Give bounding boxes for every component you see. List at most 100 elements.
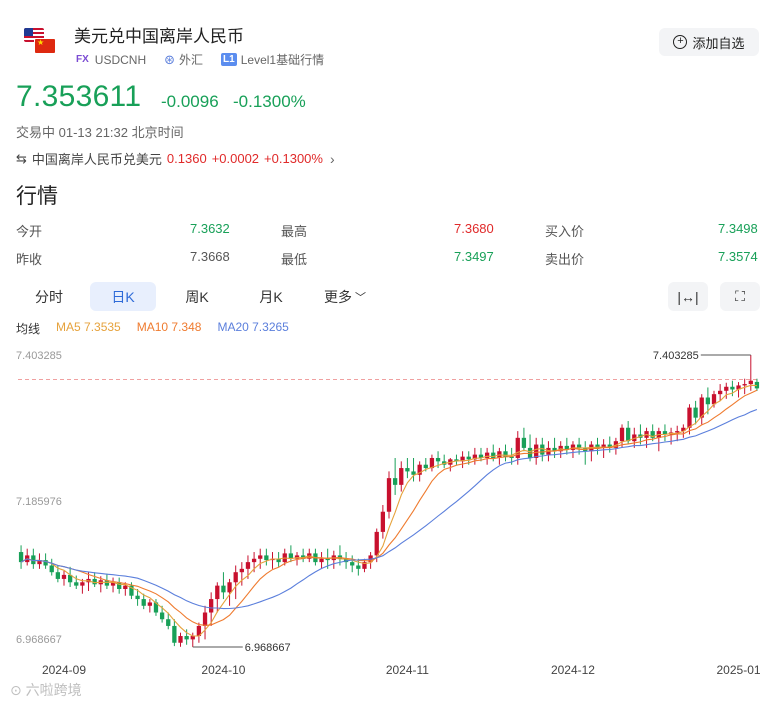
tab-monthly-k[interactable]: 月K bbox=[259, 288, 283, 305]
candle-body bbox=[736, 385, 741, 390]
candle-body bbox=[209, 599, 214, 613]
candle-body bbox=[117, 582, 122, 589]
candle-body bbox=[521, 437, 527, 448]
market-type: 外汇 bbox=[179, 53, 204, 67]
candle-body bbox=[43, 560, 48, 566]
stat-label-bid: 买入价 bbox=[545, 224, 585, 239]
candle-body bbox=[693, 407, 698, 418]
fullscreen-icon: ⛶ bbox=[735, 288, 745, 304]
tab-more[interactable]: 更多 ﹀ bbox=[312, 282, 378, 311]
candle-body bbox=[552, 447, 557, 452]
candle-body bbox=[202, 612, 208, 626]
candle-body bbox=[141, 599, 146, 606]
x-tick-label: 2024-12 bbox=[551, 663, 595, 677]
instrument-subtitle: FX USDCNH ⊛ 外汇 L1 Level1基础行情 bbox=[74, 51, 324, 68]
candle-body bbox=[104, 580, 110, 586]
inverse-pair-change: +0.0002 bbox=[211, 151, 260, 166]
cn-flag-icon bbox=[34, 38, 56, 54]
stat-label-low: 最低 bbox=[281, 252, 308, 267]
candle-body bbox=[534, 444, 539, 458]
candle-body bbox=[178, 636, 183, 643]
candle-body bbox=[595, 444, 600, 448]
inverse-pair-price: 0.1360 bbox=[166, 151, 207, 166]
candle-body bbox=[74, 582, 79, 586]
candle-body bbox=[466, 456, 471, 460]
candle-body bbox=[251, 558, 257, 563]
candle-body bbox=[135, 595, 140, 600]
stat-value-open: 7.3632 bbox=[190, 221, 230, 236]
candle-body bbox=[294, 555, 300, 559]
chevron-right-icon: › bbox=[329, 150, 335, 167]
candle-body bbox=[454, 459, 459, 462]
candle-body bbox=[258, 555, 263, 559]
stat-label-prev-close: 昨收 bbox=[16, 252, 43, 267]
candle-body bbox=[61, 574, 67, 579]
candle-body bbox=[460, 456, 465, 462]
candle-body bbox=[417, 464, 422, 475]
candle-body bbox=[147, 602, 152, 606]
candle-body bbox=[110, 582, 116, 586]
candle-body bbox=[92, 578, 97, 585]
candle-body bbox=[153, 602, 159, 613]
candle-body bbox=[55, 572, 61, 579]
candlestick-chart[interactable]: 7.403285 7.185976 6.968667 7.403285 6.968667… bbox=[0, 340, 780, 680]
candle-body bbox=[325, 558, 330, 561]
tab-intraday[interactable]: 分时 bbox=[35, 288, 63, 305]
instrument-title: 美元兑中国离岸人民币 bbox=[74, 27, 244, 46]
fit-width-button[interactable]: |↔| bbox=[668, 282, 708, 311]
candle-body bbox=[540, 444, 545, 455]
x-tick-label: 2025-01 bbox=[717, 663, 761, 677]
candle-body bbox=[411, 471, 416, 475]
candle-body bbox=[564, 445, 569, 450]
x-tick-label: 2024-11 bbox=[386, 663, 429, 677]
candle-body bbox=[754, 381, 760, 389]
candle-body bbox=[172, 625, 177, 643]
stat-value-ask: 7.3574 bbox=[718, 249, 758, 264]
candle-body bbox=[374, 531, 379, 556]
candle-body bbox=[362, 562, 367, 569]
candle-body bbox=[650, 431, 655, 438]
candle-body bbox=[405, 468, 410, 472]
y-tick-label: 7.185976 bbox=[16, 496, 62, 508]
candle-body bbox=[607, 444, 612, 448]
ma10-line bbox=[20, 389, 758, 626]
candle-body bbox=[423, 464, 428, 469]
candle-body bbox=[301, 555, 306, 559]
stat-value-bid: 7.3498 bbox=[718, 221, 758, 236]
tab-daily-k[interactable]: 日K bbox=[90, 282, 156, 311]
min-value-label: 6.968667 bbox=[245, 642, 291, 654]
stat-value-low: 7.3497 bbox=[454, 249, 494, 264]
candle-body bbox=[724, 386, 729, 391]
ma20-legend: MA20 7.3265 bbox=[217, 320, 289, 334]
period-tabs: 分时 日K 周K 月K 更多 ﹀ bbox=[16, 282, 386, 311]
candle-body bbox=[484, 452, 490, 458]
tab-more-label: 更多 bbox=[324, 288, 352, 305]
ma-legend: 均线 MA5 7.3535 MA10 7.348 MA20 7.3265 bbox=[16, 320, 305, 337]
stat-label-ask: 卖出价 bbox=[545, 252, 585, 267]
candle-body bbox=[221, 585, 226, 593]
stat-label-high: 最高 bbox=[281, 224, 308, 239]
level-tag: L1 bbox=[221, 53, 237, 66]
ma20-line bbox=[20, 408, 758, 610]
candle-body bbox=[276, 558, 281, 563]
candle-body bbox=[742, 384, 747, 386]
add-to-watchlist-button[interactable]: + 添加自选 bbox=[659, 28, 759, 56]
stat-value-prev-close: 7.3668 bbox=[190, 249, 230, 264]
candle-body bbox=[380, 511, 386, 532]
inverse-pair-link[interactable]: ⇆ 中国离岸人民币兑美元 0.1360 +0.0002 +0.1300% › bbox=[16, 149, 335, 168]
candle-body bbox=[386, 478, 392, 512]
candle-body bbox=[233, 572, 238, 583]
candle-body bbox=[705, 397, 711, 405]
price-change-percent: -0.1300% bbox=[233, 92, 306, 111]
candle-body bbox=[49, 565, 54, 573]
fullscreen-button[interactable]: ⛶ bbox=[720, 282, 760, 311]
candle-body bbox=[399, 468, 404, 485]
price-change: -0.0096 bbox=[161, 92, 219, 111]
tab-weekly-k[interactable]: 周K bbox=[185, 288, 209, 305]
swap-icon: ⇆ bbox=[16, 150, 27, 166]
data-level: Level1基础行情 bbox=[240, 53, 325, 67]
candle-body bbox=[699, 397, 704, 418]
candle-body bbox=[491, 452, 496, 458]
y-tick-label: 6.968667 bbox=[16, 634, 62, 646]
candle-body bbox=[245, 562, 251, 569]
